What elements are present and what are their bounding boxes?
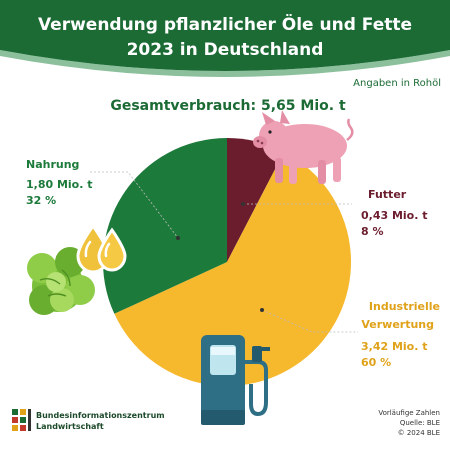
pie-slice-industrielle-verwertung: [114, 151, 352, 387]
title-line-1: Verwendung pflanzlicher Öle und Fette: [38, 13, 412, 35]
leader-lines: [90, 171, 358, 333]
pct-futter: 8 %: [361, 225, 384, 238]
fuel-pump-icon: [201, 335, 270, 425]
label-nahrung: Nahrung: [26, 158, 79, 171]
leader-dot-futter: [241, 202, 245, 206]
value-industrie: 3,42 Mio. t: [361, 340, 428, 353]
label-futter: Futter: [368, 188, 407, 201]
leader-industrie: [261, 309, 358, 333]
unit-note: Angaben in Rohöl: [353, 78, 441, 89]
oil-drops-icon: [76, 223, 127, 274]
pig-icon: [253, 110, 354, 184]
leader-dot-industrie: [260, 308, 264, 312]
pie-slice-nahrung: [103, 138, 227, 314]
pct-industrie: 60 %: [361, 356, 391, 369]
footer-note-2: Quelle: BLE: [400, 419, 440, 427]
label-industrie-1: Industrielle: [369, 300, 440, 313]
value-nahrung: 1,80 Mio. t: [26, 178, 93, 191]
footer-note-1: Vorläufige Zahlen: [378, 409, 440, 417]
value-futter: 0,43 Mio. t: [361, 209, 428, 222]
lettuce-icon: [27, 247, 95, 315]
footer-note-3: © 2024 BLE: [398, 429, 440, 437]
title-line-2: 2023 in Deutschland: [127, 40, 324, 60]
pct-nahrung: 32 %: [26, 194, 56, 207]
leader-nahrung: [90, 171, 179, 239]
pie-chart: [103, 138, 352, 387]
header-accent: [0, 50, 450, 77]
header-band: [0, 0, 450, 71]
org-name-line-1: Bundesinformationszentrum: [36, 411, 165, 420]
org-name-line-2: Landwirtschaft: [36, 422, 104, 431]
total-consumption: Gesamtverbrauch: 5,65 Mio. t: [110, 98, 346, 114]
pie-slice-futter: [227, 138, 285, 262]
label-industrie-2: Verwertung: [361, 318, 434, 331]
ble-logo-icon: [12, 409, 31, 431]
leader-dot-nahrung: [176, 236, 180, 240]
